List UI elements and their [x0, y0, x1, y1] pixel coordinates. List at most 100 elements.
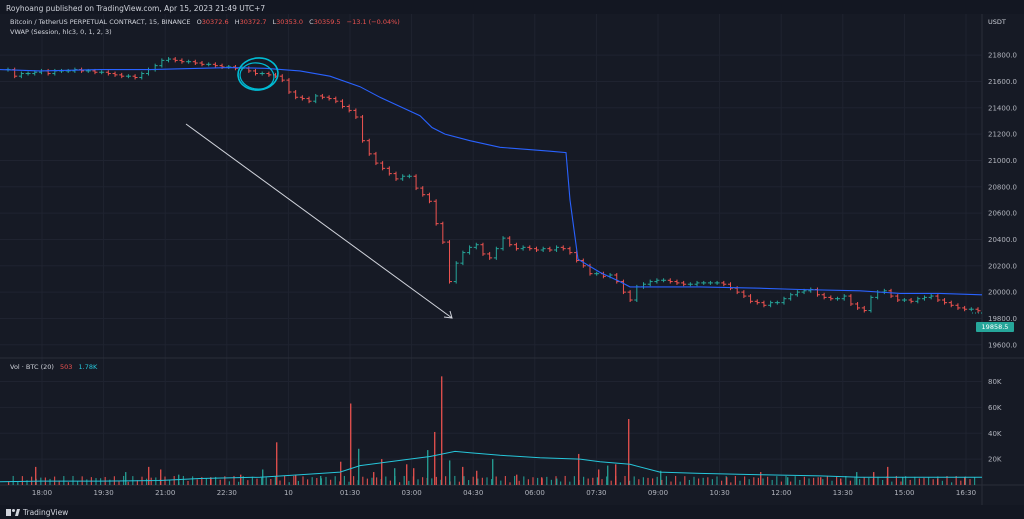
price-tick-label: 19600.0: [988, 341, 1017, 349]
ohlc-bar: [694, 280, 700, 287]
price-axis-labels[interactable]: 21800.0 21600.0 21400.0 21200.0 21000.0 20800…: [988, 52, 1017, 350]
volume-bar: [905, 476, 907, 485]
volume-bar: [730, 482, 732, 485]
volume-bar: [148, 466, 150, 485]
volume-bar: [891, 481, 893, 485]
volume-bar: [900, 481, 902, 485]
ohlc-bar: [768, 300, 774, 308]
tradingview-logo[interactable]: TradingView: [6, 508, 68, 517]
volume-bar: [684, 476, 686, 485]
ohlc-bar: [928, 294, 934, 300]
volume-tick-label: 20K: [988, 456, 1002, 464]
ohlc-bar: [279, 74, 285, 83]
ohlc-bar: [480, 242, 486, 256]
volume-bar: [951, 482, 953, 485]
volume-bar: [527, 479, 529, 485]
volume-bar: [573, 476, 575, 485]
volume-bar: [642, 477, 644, 485]
ohlc-bar: [868, 295, 874, 313]
footer: TradingView: [0, 505, 1024, 519]
volume-bar: [150, 477, 152, 485]
volume-bar: [118, 481, 120, 485]
volume-bar: [17, 481, 19, 485]
volume-axis-labels[interactable]: 80K 60K 40K 20K: [988, 378, 1002, 464]
volume-bar: [210, 477, 212, 485]
price-tick-label: 21000.0: [988, 157, 1017, 165]
volume-bar: [817, 477, 819, 485]
volume-bar: [638, 479, 640, 485]
chart-area[interactable]: 21800.0 21600.0 21400.0 21200.0 21000.0 20800…: [0, 14, 1024, 505]
ohlc-bar: [313, 93, 319, 104]
ohlc-bar: [554, 245, 560, 252]
symbol-title: Bitcoin / TetherUS PERPETUAL CONTRACT, 1…: [10, 18, 191, 26]
volume-bar: [238, 481, 240, 485]
volume-bar: [937, 478, 939, 485]
volume-bar: [753, 477, 755, 485]
ohlc-bar: [132, 74, 138, 80]
volume-bar: [413, 468, 415, 485]
volume-bar: [219, 479, 221, 485]
volume-bar: [224, 476, 226, 485]
ohlc-bar: [493, 246, 499, 260]
volume-bar: [757, 477, 759, 485]
price-chart-svg[interactable]: 21800.0 21600.0 21400.0 21200.0 21000.0 20800…: [0, 14, 1024, 505]
volume-bar: [381, 459, 383, 485]
ohlc-bar: [962, 305, 968, 312]
ohlc-bar: [453, 261, 459, 284]
volume-bar: [408, 480, 410, 485]
ohlc-bar: [12, 67, 18, 79]
ohlc-bar: [761, 300, 767, 308]
time-tick-label: 13:30: [833, 489, 853, 497]
volume-bar: [279, 480, 281, 485]
ohlc-bar: [614, 273, 620, 284]
volume-bar: [492, 459, 494, 485]
volume-bar: [928, 477, 930, 485]
ohlc-bar: [159, 58, 165, 68]
volume-bar: [187, 480, 189, 485]
volume-bar: [251, 476, 253, 485]
volume-bar: [964, 477, 966, 485]
ohlc-bar: [687, 282, 693, 287]
indicator-legend[interactable]: VWAP (Session, hlc3, 0, 1, 2, 3): [10, 28, 112, 36]
ohlc-bar: [908, 298, 914, 304]
volume-bar: [472, 476, 474, 485]
volume-bar: [785, 475, 787, 485]
change-value: −13.1 (−0.04%): [346, 18, 400, 26]
time-axis-labels[interactable]: 18:00 19:30 21:00 22:30 10 01:30 03:00 04:30 06:…: [32, 489, 976, 497]
ohlc-bar: [594, 271, 600, 276]
volume-bar: [647, 477, 649, 485]
volume-bar: [619, 482, 621, 485]
volume-bar: [679, 481, 681, 485]
volume-bar: [509, 482, 511, 485]
volume-bar: [583, 476, 585, 485]
volume-bar: [776, 476, 778, 485]
price-tick-label: 20400.0: [988, 236, 1017, 244]
ohlc-bar: [38, 68, 44, 75]
ohlc-bar: [172, 57, 178, 63]
volume-legend[interactable]: Vol · BTC (20) 503 1.78K: [10, 363, 97, 371]
volume-bar: [311, 477, 313, 485]
ohlc-bar: [440, 221, 446, 245]
volume-bar: [856, 472, 858, 485]
vwap-indicator-label: VWAP (Session, hlc3, 0, 1, 2, 3): [10, 28, 112, 36]
ohlc-bar: [828, 295, 834, 301]
volume-bar: [334, 476, 336, 485]
time-tick-label: 06:00: [525, 489, 545, 497]
ohlc-bar: [567, 246, 573, 255]
volume-bar: [606, 476, 608, 485]
ohlc-bar: [152, 63, 158, 72]
ohlc-bar: [674, 279, 680, 285]
volume-bar: [560, 481, 562, 485]
symbol-legend[interactable]: Bitcoin / TetherUS PERPETUAL CONTRACT, 1…: [10, 18, 400, 26]
ohlc-bar: [413, 174, 419, 191]
volume-bar: [556, 478, 558, 485]
volume-bar: [371, 477, 373, 485]
highlight-circle: [237, 57, 279, 91]
volume-bar: [265, 477, 267, 485]
volume-bar: [468, 480, 470, 485]
volume-bar: [58, 480, 60, 485]
ohlc-bars: [5, 57, 981, 313]
ohlc-bar: [346, 104, 352, 113]
volume-bar: [284, 476, 286, 485]
volume-bar: [734, 475, 736, 485]
